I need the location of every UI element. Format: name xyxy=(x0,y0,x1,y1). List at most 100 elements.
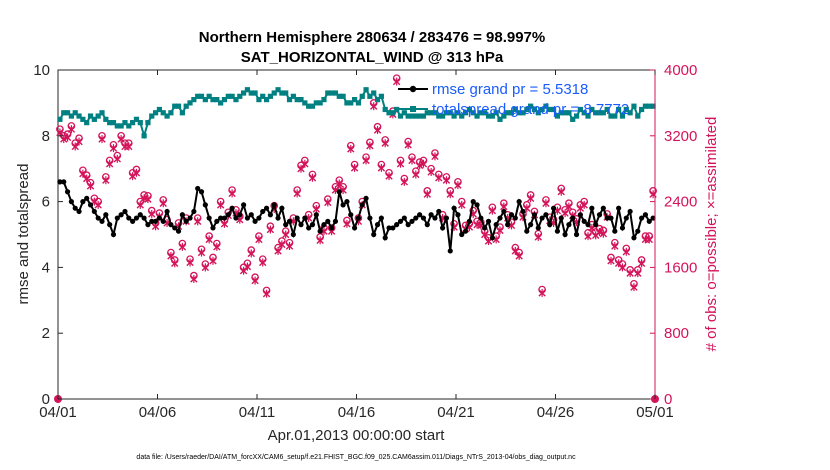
obs-assimilated-point xyxy=(343,219,351,228)
rmse-point xyxy=(604,215,610,221)
rmse-point xyxy=(152,218,159,224)
obs-assimilated-point xyxy=(209,256,217,265)
obs-assimilated-point xyxy=(370,102,378,111)
rmse-point xyxy=(137,212,143,218)
rmse-point xyxy=(294,215,300,221)
obs-assimilated-point xyxy=(266,225,275,234)
rmse-point xyxy=(443,215,450,221)
x-tick-label: 04/01 xyxy=(39,404,77,421)
obs-assimilated-point xyxy=(197,248,206,257)
obs-assimilated-point xyxy=(561,209,569,218)
totalspread-point xyxy=(459,113,465,119)
rmse-point xyxy=(378,215,384,221)
rmse-point xyxy=(80,199,86,205)
rmse-point xyxy=(286,218,293,224)
totalspread-point xyxy=(118,123,124,129)
totalspread-point xyxy=(359,93,365,99)
rmse-point xyxy=(474,202,480,208)
obs-assimilated-point xyxy=(98,135,106,144)
rmse-point xyxy=(608,215,614,221)
rmse-point xyxy=(485,218,492,224)
obs-assimilated-point xyxy=(618,263,627,272)
totalspread-point xyxy=(64,110,71,116)
totalspread-point xyxy=(577,106,583,113)
totalspread-point xyxy=(275,87,281,93)
totalspread-point xyxy=(371,90,377,96)
totalspread-point xyxy=(61,110,67,116)
rmse-point xyxy=(359,202,365,208)
totalspread-point xyxy=(443,110,450,116)
rmse-point xyxy=(501,208,507,215)
totalspread-point xyxy=(589,106,595,113)
rmse-point xyxy=(382,235,388,241)
rmse-point xyxy=(409,218,415,224)
rmse-point xyxy=(436,208,442,215)
obs-assimilated-point xyxy=(381,139,389,148)
totalspread-point xyxy=(394,106,400,113)
rmse-point xyxy=(524,228,530,234)
totalspread-point xyxy=(241,90,247,96)
totalspread-point xyxy=(508,110,515,116)
obs-assimilated-point xyxy=(262,289,271,298)
totalspread-point xyxy=(145,120,151,126)
totalspread-point xyxy=(252,90,258,96)
totalspread-point xyxy=(191,97,197,103)
rmse-point xyxy=(600,205,606,211)
rmse-point xyxy=(103,212,109,218)
totalspread-point xyxy=(524,106,530,113)
totalspread-point xyxy=(283,90,289,96)
obs-assimilated-point xyxy=(392,77,401,86)
rmse-point xyxy=(351,225,358,231)
rmse-point xyxy=(528,222,534,228)
plot-area xyxy=(57,69,656,400)
rmse-point xyxy=(371,231,377,238)
totalspread-point xyxy=(114,123,120,129)
totalspread-point xyxy=(489,113,495,119)
totalspread-point xyxy=(221,97,228,103)
rmse-point xyxy=(593,222,599,228)
obs-assimilated-point xyxy=(167,251,175,260)
totalspread-point xyxy=(248,90,254,96)
totalspread-point xyxy=(428,110,434,116)
obs-assimilated-point xyxy=(385,172,393,181)
rmse-point xyxy=(202,202,208,208)
rmse-point xyxy=(432,215,438,221)
x-tick-label: 04/06 xyxy=(139,404,177,421)
totalspread-point xyxy=(340,93,346,99)
rmse-point xyxy=(539,215,545,221)
obs-assimilated-point xyxy=(645,235,653,244)
totalspread-point xyxy=(646,103,652,109)
totalspread-point xyxy=(302,100,308,106)
totalspread-point xyxy=(160,110,166,116)
obs-assimilated-point xyxy=(205,235,213,244)
rmse-point xyxy=(57,179,63,185)
totalspread-point xyxy=(432,110,438,116)
rmse-point xyxy=(290,231,296,238)
rmse-point xyxy=(110,231,117,238)
rmse-point xyxy=(489,235,495,241)
rmse-point xyxy=(172,225,178,231)
line-layer xyxy=(57,87,656,254)
totalspread-point xyxy=(539,106,545,113)
totalspread-point xyxy=(397,113,404,119)
totalspread-point xyxy=(313,100,319,106)
y-left-tick-label: 8 xyxy=(42,128,50,145)
y-right-tick-label: 4000 xyxy=(664,62,697,79)
rmse-point xyxy=(585,222,591,228)
totalspread-point xyxy=(76,113,82,119)
obs-assimilated-point xyxy=(171,259,179,268)
rmse-point xyxy=(114,215,120,221)
totalspread-point xyxy=(122,120,128,126)
obs-assimilated-point xyxy=(634,269,642,278)
rmse-point xyxy=(87,202,94,208)
rmse-point xyxy=(535,225,541,231)
totalspread-point xyxy=(133,116,140,122)
rmse-point xyxy=(317,228,323,234)
totalspread-point xyxy=(570,116,576,122)
totalspread-point xyxy=(152,110,159,116)
rmse-point xyxy=(237,212,243,218)
totalspread-point xyxy=(451,113,457,119)
totalspread-point xyxy=(497,116,503,122)
obs-assimilated-point xyxy=(278,240,286,249)
obs-assimilated-point xyxy=(178,242,187,251)
